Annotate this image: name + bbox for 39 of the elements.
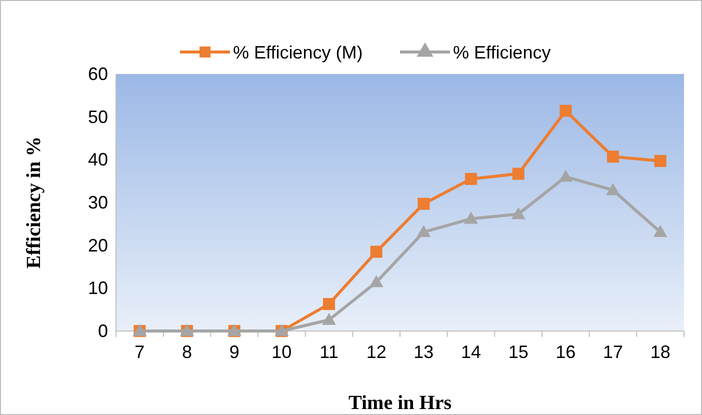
x-tick-label: 18 (650, 342, 670, 362)
y-tick-label: 60 (88, 64, 108, 84)
y-tick-label: 40 (88, 150, 108, 170)
x-tick-label: 16 (556, 342, 576, 362)
point (465, 172, 477, 185)
point (418, 198, 430, 210)
y-tick-label: 10 (88, 278, 108, 298)
legend-label: % Efficiency (M) (233, 42, 363, 62)
point (323, 298, 335, 310)
point (369, 275, 384, 288)
legend-label: % Efficiency (453, 42, 551, 62)
point (607, 150, 619, 163)
x-tick-label: 7 (134, 342, 145, 362)
point (512, 168, 524, 180)
x-axis-title: Time in Hrs (348, 392, 452, 414)
x-tick-label: 8 (182, 342, 192, 362)
point (416, 225, 431, 238)
x-tick-label: 11 (320, 342, 338, 362)
point (558, 170, 573, 182)
x-tick-label: 10 (272, 342, 292, 362)
y-tick-label: 50 (88, 106, 108, 127)
point (511, 207, 526, 220)
y-tick-label: 20 (88, 235, 108, 256)
y-tick-label: 30 (88, 192, 108, 212)
x-tick-label: 12 (366, 342, 386, 362)
x-tick-label: 17 (602, 342, 624, 362)
x-tick-label: 9 (229, 342, 240, 362)
x-tick-label: 13 (414, 342, 434, 362)
x-tick-label: 14 (460, 342, 482, 362)
point (322, 312, 336, 325)
point (653, 225, 668, 238)
y-axis-title: Efficiency in % (23, 136, 45, 269)
point (464, 212, 478, 224)
point (606, 183, 620, 196)
point (654, 154, 666, 167)
x-tick-label: 15 (508, 342, 528, 362)
y-tick-label: 0 (98, 321, 108, 341)
point (370, 246, 382, 258)
point (560, 104, 572, 117)
